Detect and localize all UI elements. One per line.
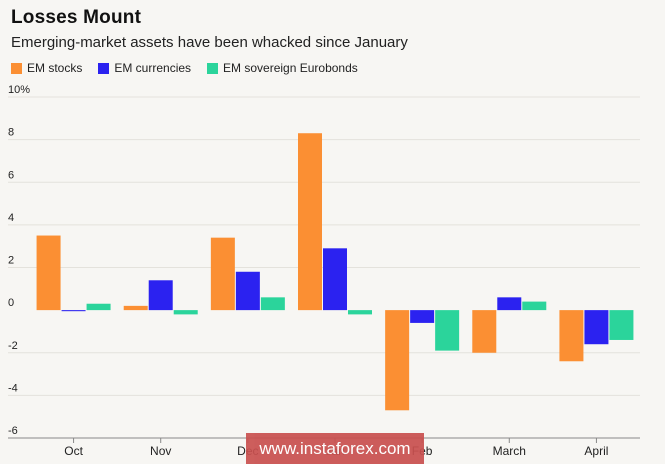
legend-swatch-em-eurobonds — [207, 62, 219, 74]
x-tick-label: April — [584, 444, 608, 458]
legend-swatch-em-currencies — [98, 62, 110, 74]
bar — [173, 310, 198, 315]
bar — [298, 133, 322, 311]
y-tick-label: -2 — [8, 340, 18, 352]
bar — [260, 297, 285, 311]
legend-item-em-eurobonds: EM sovereign Eurobonds — [207, 61, 358, 75]
bar — [235, 271, 260, 311]
legend-label-em-eurobonds: EM sovereign Eurobonds — [223, 61, 358, 75]
legend-label-em-stocks: EM stocks — [27, 61, 83, 75]
bar — [584, 310, 609, 345]
legend-item-em-stocks: EM stocks — [11, 61, 82, 75]
bar — [86, 303, 111, 311]
bar — [497, 297, 522, 311]
y-tick-label: 6 — [8, 169, 14, 181]
bar — [522, 301, 547, 311]
y-tick-label: 4 — [8, 212, 14, 224]
bar — [410, 310, 435, 323]
x-tick-label: March — [493, 444, 526, 458]
legend-item-em-currencies: EM currencies — [98, 61, 191, 75]
bar — [61, 310, 86, 312]
legend-swatch-em-stocks — [11, 62, 22, 74]
legend: EM stocks EM currencies EM sovereign Eur… — [11, 61, 358, 75]
y-tick-label: -4 — [8, 382, 18, 394]
legend-label-em-currencies: EM currencies — [114, 61, 192, 75]
y-tick-label: 0 — [8, 297, 14, 309]
x-tick-label: Nov — [150, 444, 171, 458]
bar — [36, 235, 61, 311]
bar — [148, 280, 173, 311]
bar — [210, 237, 235, 311]
bar — [123, 305, 148, 311]
bar — [323, 248, 347, 311]
y-tick-label: -6 — [8, 425, 18, 437]
y-tick-label: 2 — [8, 255, 14, 267]
y-tick-label: 10% — [8, 84, 30, 96]
chart-title: Losses Mount — [11, 7, 142, 28]
bar — [559, 310, 584, 362]
bar — [348, 310, 372, 315]
x-tick-label: Oct — [64, 444, 83, 458]
bar — [609, 310, 634, 340]
watermark: www.instaforex.com — [246, 433, 424, 464]
bar — [435, 310, 460, 351]
bar — [385, 310, 410, 411]
chart-subtitle: Emerging-market assets have been whacked… — [11, 34, 408, 51]
bar — [472, 310, 497, 353]
y-tick-label: 8 — [8, 127, 14, 139]
